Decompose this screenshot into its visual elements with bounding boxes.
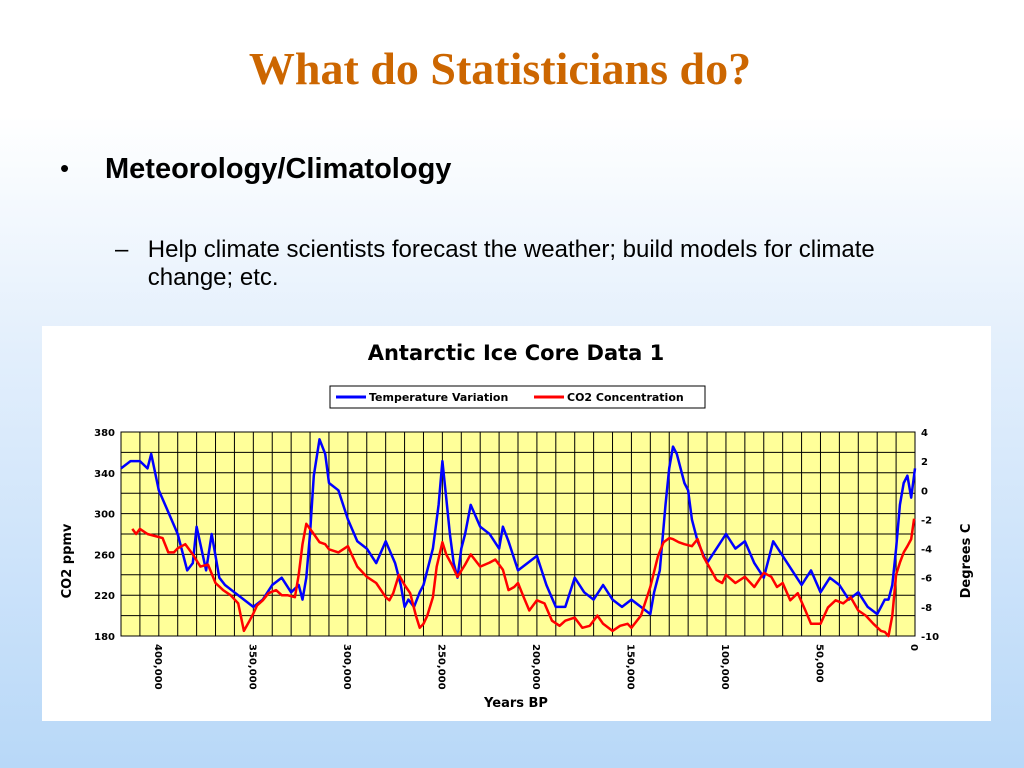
- chart-legend: Temperature Variation CO2 Concentration: [329, 385, 706, 409]
- legend-co2-label: CO2 Concentration: [567, 391, 684, 404]
- legend-box: [329, 385, 706, 409]
- x-tick-label: 100,000: [719, 644, 730, 690]
- y-left-tick-label: 380: [94, 428, 115, 439]
- co2-series-line: [131, 518, 916, 638]
- y-axis-right-label: Degrees C: [959, 524, 974, 599]
- x-tick-label: 200,000: [530, 644, 541, 690]
- x-tick-label: 300,000: [341, 644, 352, 690]
- ice-core-chart: Antarctic Ice Core Data 1 Temperature Va…: [60, 341, 974, 711]
- y-left-tick-label: 220: [94, 591, 115, 602]
- y-left-tick-label: 180: [94, 632, 115, 643]
- y-right-tick-label: -4: [921, 545, 932, 556]
- x-tick-label: 250,000: [435, 644, 446, 690]
- y-right-tick-label: -6: [921, 574, 932, 585]
- chart-title: Antarctic Ice Core Data 1: [368, 341, 665, 365]
- x-tick-label: 400,000: [152, 644, 163, 690]
- legend-temperature-label: Temperature Variation: [369, 391, 508, 404]
- sub-bullet-item: – Help climate scientists forecast the w…: [115, 236, 935, 292]
- sub-bullet-marker: –: [115, 236, 129, 263]
- temperature-series-line: [120, 438, 917, 616]
- sub-bullet-text: Help climate scientists forecast the wea…: [147, 236, 875, 291]
- y-left-tick-label: 340: [94, 469, 115, 480]
- plot-border: [120, 431, 916, 637]
- bullet-heading: Meteorology/Climatology: [105, 153, 452, 185]
- bullet-marker: •: [60, 153, 70, 183]
- y-right-tick-label: -10: [921, 632, 939, 643]
- y-right-tick-label: -8: [921, 603, 932, 614]
- y-right-tick-label: 2: [921, 457, 928, 468]
- slide-title: What do Statisticians do?: [248, 43, 752, 94]
- x-tick-label: 50,000: [813, 644, 824, 683]
- plot-area: 380 340 300 260 220 180 4 2 0 -2 -4 -6 -8 -10 400,000 3…: [94, 428, 939, 690]
- x-tick-label: 150,000: [624, 644, 635, 690]
- y-right-tick-label: -2: [921, 515, 932, 526]
- y-axis-left-label: CO2 ppmv: [60, 523, 75, 598]
- y-right-tick-label: 4: [921, 428, 928, 439]
- y-right-tick-label: 0: [921, 486, 928, 497]
- x-tick-label: 350,000: [246, 644, 257, 690]
- y-left-tick-label: 300: [94, 510, 115, 521]
- chart-panel: Antarctic Ice Core Data 1 Temperature Va…: [42, 326, 991, 721]
- x-axis-label: Years BP: [483, 696, 548, 711]
- x-tick-label: 0: [908, 644, 919, 651]
- bullet-item: • Meteorology/Climatology: [60, 153, 451, 186]
- y-left-tick-label: 260: [94, 550, 115, 561]
